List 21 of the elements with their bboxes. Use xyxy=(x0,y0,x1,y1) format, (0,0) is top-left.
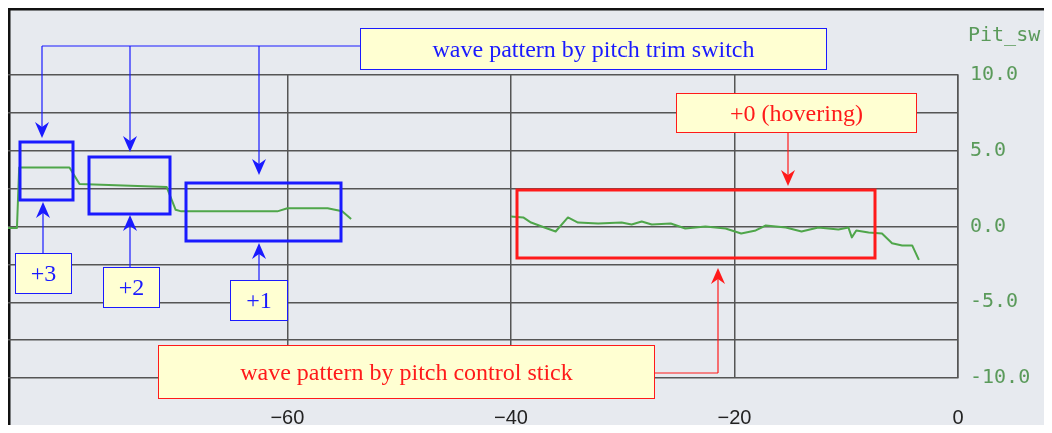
x-tick-label: −60 xyxy=(270,405,305,428)
callout-box: +1 xyxy=(230,280,288,321)
x-tick-label: −20 xyxy=(717,405,752,428)
annotation: +1 xyxy=(246,287,272,314)
y-tick-label: -5.0 xyxy=(970,288,1019,313)
y-tick-label: 10.0 xyxy=(970,61,1019,86)
callout-box: +0 (hovering) xyxy=(676,93,917,133)
x-tick-label: −40 xyxy=(493,405,528,428)
callout-box: +3 xyxy=(15,253,72,294)
annotation: +2 xyxy=(118,274,145,301)
callout-box: wave pattern by pitch trim switch xyxy=(360,28,827,70)
callout-box: wave pattern by pitch control stick xyxy=(158,345,655,399)
y-tick-label: 5.0 xyxy=(970,136,1007,161)
annotation: +3 xyxy=(30,260,57,287)
y-tick-label: 0.0 xyxy=(970,212,1007,237)
annotation: wave pattern by pitch control stick xyxy=(240,358,573,386)
annotation: +0 (hovering) xyxy=(730,99,863,127)
y-tick-label: -10.0 xyxy=(970,364,1031,389)
y-axis-title: Pit_sw xyxy=(968,22,1042,47)
callout-box: +2 xyxy=(103,267,160,308)
x-tick-label: 0 xyxy=(952,405,964,428)
